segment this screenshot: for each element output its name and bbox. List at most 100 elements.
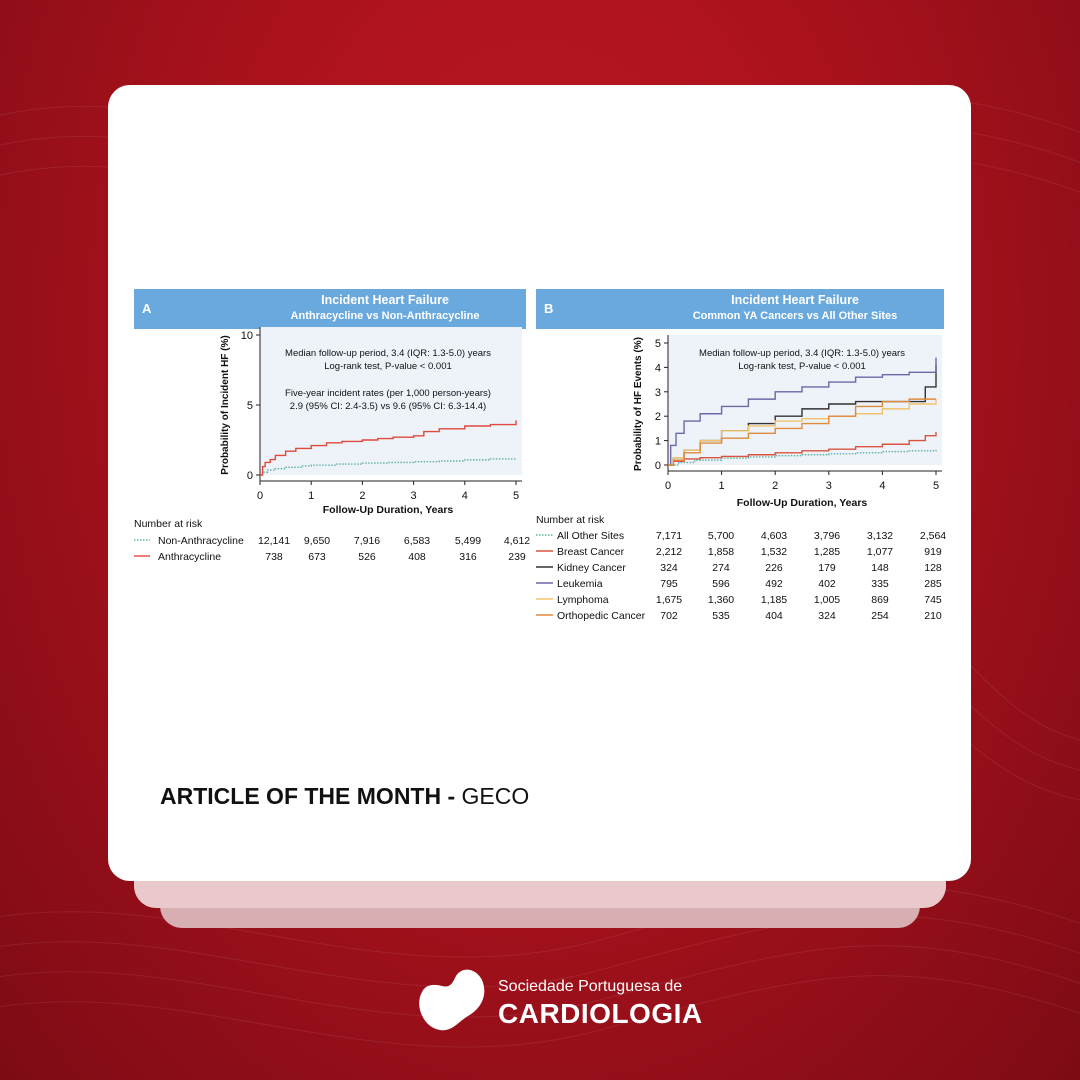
logo-line-1: Sociedade Portuguesa de (498, 978, 683, 995)
panel-b-risk-value: 1,532 (761, 546, 787, 558)
panel-b-risk-value: 1,185 (761, 594, 787, 606)
panel-b-risk-value: 1,005 (814, 594, 840, 606)
panel-b-x-tick-label: 3 (826, 480, 832, 492)
panel-b-risk-value: 148 (871, 562, 889, 574)
article-label: ARTICLE OF THE MONTH - (160, 783, 456, 809)
panel-b-y-tick-label: 0 (655, 460, 661, 472)
panel-b-y-tick-label: 2 (655, 411, 661, 423)
panel-b-risk-row-name: Lymphoma (557, 594, 609, 606)
panel-a-y-tick-label: 10 (241, 330, 253, 342)
panel-a-series-line (260, 458, 517, 476)
panel-a-risk-value: 9,650 (304, 535, 330, 547)
heart-icon (419, 969, 485, 1031)
panel-b-risk-row-name: Kidney Cancer (557, 562, 626, 574)
panel-a-risk-value: 7,916 (354, 535, 380, 547)
panel-b-series-line (668, 432, 937, 466)
panel-a-annotation: 2.9 (95% CI: 2.4-3.5) vs 9.6 (95% CI: 6.… (290, 401, 486, 412)
panel-b-risk-value: 1,285 (814, 546, 840, 558)
panel-b-risk-value: 3,796 (814, 530, 840, 542)
panel-a-risk-value: 6,583 (404, 535, 430, 547)
panel-b-series-line (668, 398, 936, 466)
panel-b-risk-value: 1,675 (656, 594, 682, 606)
panel-a-risk-value: 239 (508, 551, 526, 563)
panel-a-x-tick-label: 4 (462, 490, 468, 502)
panel-a-risk-value: 316 (459, 551, 477, 563)
panel-a-y-tick-label: 5 (247, 400, 253, 412)
panel-b-risk-value: 254 (871, 610, 889, 622)
panel-a-annotation: Median follow-up period, 3.4 (IQR: 1.3-5… (285, 348, 491, 359)
panel-b-annotation: Log-rank test, P-value < 0.001 (738, 361, 866, 372)
panel-b-risk-row-name: All Other Sites (557, 530, 624, 542)
panel-b-series-line (668, 357, 937, 466)
panel-b-annotation: Median follow-up period, 3.4 (IQR: 1.3-5… (699, 348, 905, 359)
panel-b-risk-value: 492 (765, 578, 783, 590)
panel-a-header: A Incident Heart Failure Anthracycline v… (134, 289, 526, 329)
panel-a-risk-value: 673 (308, 551, 326, 563)
panel-b-y-axis-label: Probability of HF Events (%) (633, 337, 644, 471)
panel-a-risk-row-name: Anthracycline (158, 551, 221, 563)
panel-b-risk-value: 1,858 (708, 546, 734, 558)
main-card: A Incident Heart Failure Anthracycline v… (108, 85, 971, 881)
panel-b-x-tick-label: 0 (665, 480, 671, 492)
panel-a-x-tick-label: 0 (257, 490, 263, 502)
panel-a-x-tick-label: 3 (411, 490, 417, 502)
panel-b-risk-value: 919 (924, 546, 942, 558)
logo-line-2: CARDIOLOGIA (498, 998, 703, 1029)
panel-b-risk-value: 226 (765, 562, 783, 574)
panel-b-risk-value: 596 (712, 578, 730, 590)
panel-a-risk-value: 4,612 (504, 535, 530, 547)
panel-b-letter: B (544, 301, 554, 316)
panel-b-y-tick-label: 3 (655, 387, 661, 399)
panel-b-x-axis-label: Follow-Up Duration, Years (737, 497, 868, 509)
panel-a-annotation: Five-year incident rates (per 1,000 pers… (285, 388, 491, 399)
panel-b-risk-value: 535 (712, 610, 730, 622)
panel-b-risk-value: 1,360 (708, 594, 734, 606)
panel-b-risk-value: 745 (924, 594, 942, 606)
panel-a-x-axis-label: Follow-Up Duration, Years (323, 504, 454, 516)
panel-a-risk-value: 526 (358, 551, 376, 563)
panel-b-risk-row-name: Breast Cancer (557, 546, 625, 558)
panel-b-risk-value: 324 (660, 562, 678, 574)
panel-a-x-tick-label: 2 (359, 490, 365, 502)
panel-b-risk-value: 324 (818, 610, 836, 622)
panel-b-y-tick-label: 4 (655, 362, 661, 374)
panel-b-series-line (668, 449, 937, 466)
panel-b-risk-row-name: Orthopedic Cancer (557, 610, 646, 622)
panel-b-risk-value: 335 (871, 578, 889, 590)
panel-b-risk-value: 5,700 (708, 530, 734, 542)
panel-a-y-axis-label: Probability of Incident HF (%) (220, 335, 231, 474)
panel-b-x-tick-label: 5 (933, 480, 939, 492)
panel-a-annotation: Log-rank test, P-value < 0.001 (324, 361, 452, 372)
panel-b-header: B Incident Heart Failure Common YA Cance… (536, 289, 944, 329)
panel-a-plot-area (260, 327, 522, 475)
panel-b-risk-value: 402 (818, 578, 836, 590)
spc-logo: Sociedade Portuguesa de CARDIOLOGIA (412, 966, 702, 1036)
panel-b-y-tick-label: 5 (655, 338, 661, 350)
panel-b-subtitle: Common YA Cancers vs All Other Sites (692, 310, 898, 322)
panel-b-series-line (668, 399, 937, 466)
panel-a-risk-value: 12,141 (258, 535, 290, 547)
panel-b-risk-value: 285 (924, 578, 942, 590)
panel-a-title: Incident Heart Failure (321, 293, 449, 307)
panel-a-risk-value: 5,499 (455, 535, 481, 547)
panel-b-x-tick-label: 4 (879, 480, 885, 492)
panel-b-risk-value: 702 (660, 610, 678, 622)
panel-b-risk-value: 274 (712, 562, 730, 574)
panel-a-x-tick-label: 1 (308, 490, 314, 502)
panel-b-risk-value: 795 (660, 578, 678, 590)
panel-b-risk-value: 2,212 (656, 546, 682, 558)
panel-b-risk-value: 2,564 (920, 530, 946, 542)
panel-b-risk-value: 404 (765, 610, 783, 622)
panel-a-subtitle: Anthracycline vs Non-Anthracycline (290, 310, 480, 322)
panel-b-risk-label: Number at risk (536, 514, 605, 526)
panel-b-risk-value: 179 (818, 562, 836, 574)
panel-b-title: Incident Heart Failure (731, 293, 859, 307)
panel-b-y-tick-label: 1 (655, 436, 661, 448)
panel-b-risk-row-name: Leukemia (557, 578, 603, 590)
panel-a-x-tick-label: 5 (513, 490, 519, 502)
article-group: GECO (461, 783, 530, 809)
panel-a-y-tick-label: 0 (247, 470, 253, 482)
panel-a-risk-value: 738 (265, 551, 283, 563)
panel-a-letter: A (142, 301, 152, 316)
